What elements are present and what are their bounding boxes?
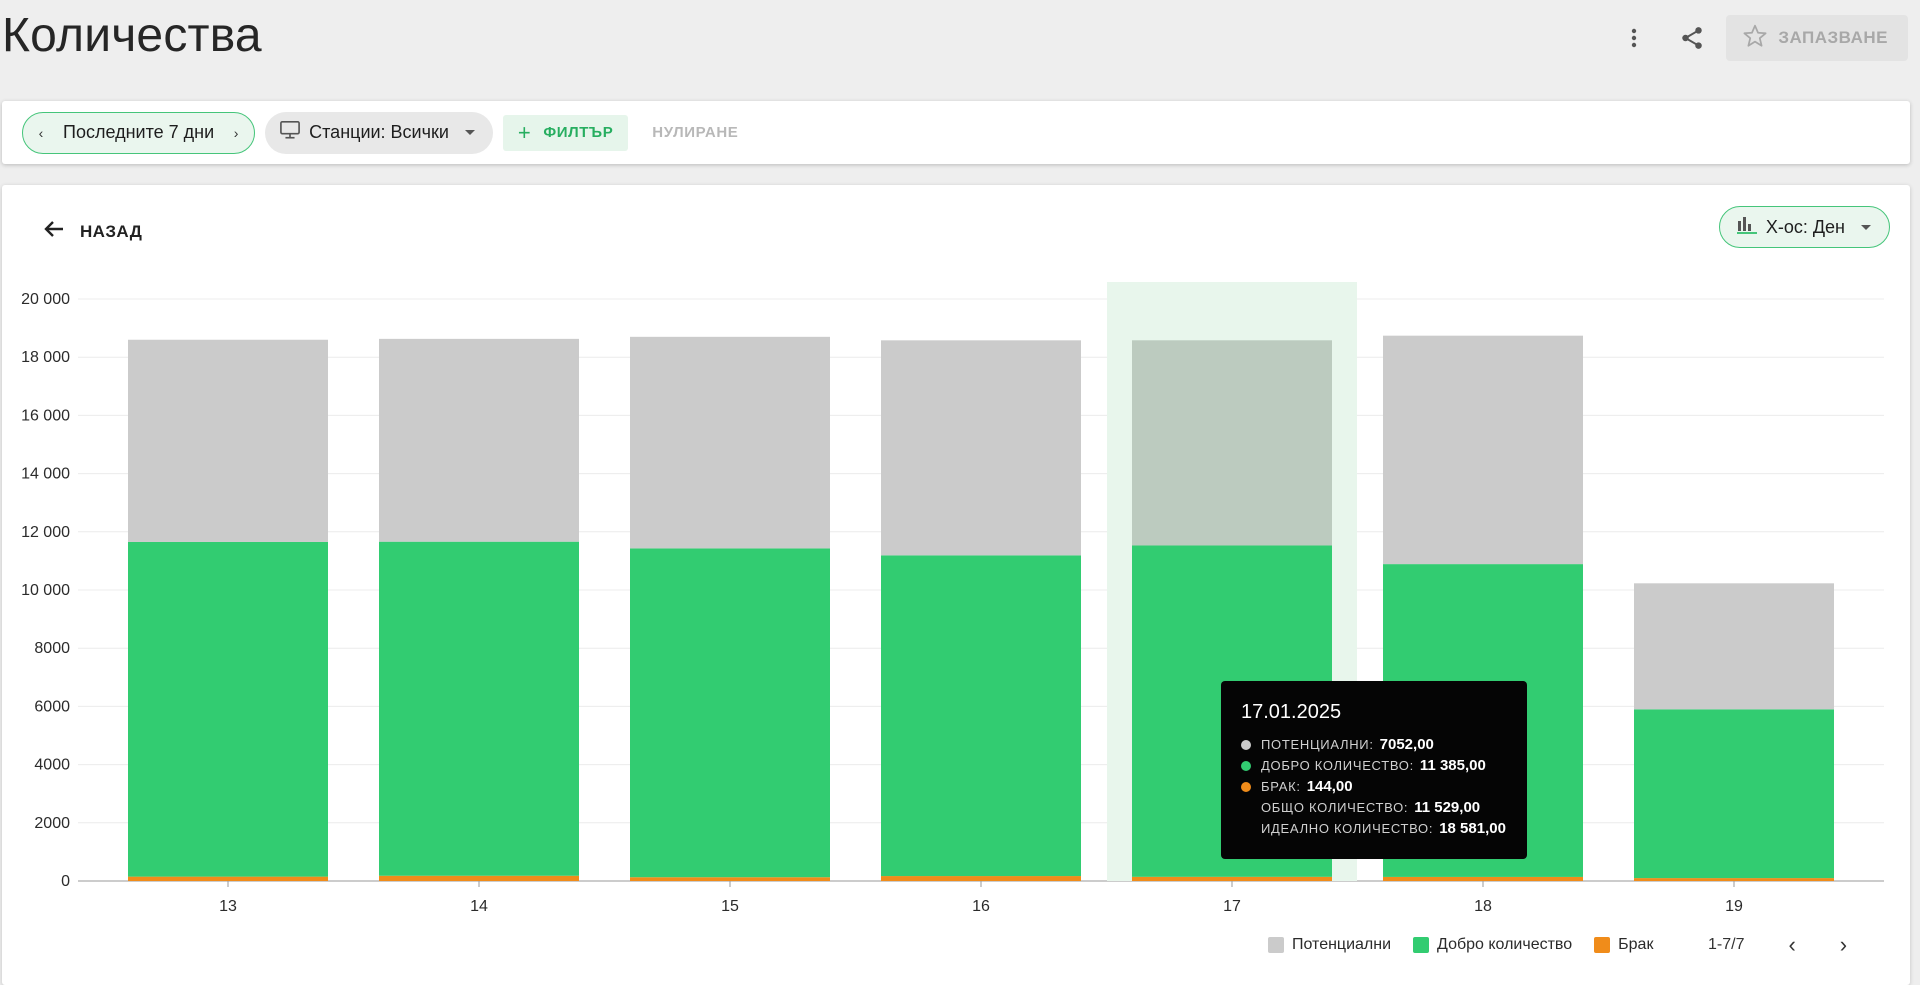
share-icon[interactable] (1668, 14, 1716, 62)
chevron-left-icon[interactable]: ‹ (38, 124, 44, 141)
filter-bar: ‹ Последните 7 дни › Станции: Всички + Ф… (2, 101, 1910, 164)
tooltip-value: 11 385,00 (1419, 757, 1486, 774)
bar-segment (128, 339, 328, 542)
y-tick-label: 16 000 (21, 407, 70, 424)
chevron-right-icon[interactable]: › (1839, 932, 1848, 957)
tooltip-row: ПОТЕНЦИАЛНИ: 7052,00 (1241, 734, 1507, 755)
legend-swatch (1268, 937, 1284, 953)
tooltip-label: ОБЩО КОЛИЧЕСТВО: (1261, 800, 1409, 815)
bar-segment (630, 336, 830, 549)
star-icon (1742, 23, 1768, 54)
bar-segment (128, 876, 328, 881)
chevron-right-icon[interactable]: › (233, 124, 239, 141)
stations-chip[interactable]: Станции: Всички (265, 111, 493, 154)
legend-item-potential[interactable]: Потенциални (1268, 936, 1391, 954)
x-tick-label: 18 (1474, 898, 1492, 915)
bar-segment (630, 877, 830, 881)
x-axis-selector[interactable]: X-ос: Ден (1718, 206, 1890, 248)
arrow-back-icon (42, 217, 66, 246)
tooltip-label: ДОБРО КОЛИЧЕСТВО: (1261, 758, 1414, 773)
chart-tooltip: 17.01.2025 ПОТЕНЦИАЛНИ: 7052,00 ДОБРО КОЛ… (1221, 681, 1527, 859)
y-tick-label: 2000 (34, 815, 70, 832)
tooltip-value: 144,00 (1306, 778, 1353, 795)
bar-segment (881, 876, 1081, 881)
add-filter-button[interactable]: + ФИЛТЪР (502, 114, 629, 151)
bar-chart-icon (1736, 215, 1758, 240)
x-tick-label: 16 (972, 898, 990, 915)
legend-label: Потенциални (1292, 936, 1392, 953)
x-tick-label: 17 (1223, 898, 1241, 915)
legend-pager: 1-7/7 ‹ › (1708, 932, 1848, 957)
top-actions: ЗАПАЗВАНЕ (1610, 14, 1908, 62)
bar-segment (1132, 876, 1332, 881)
filter-label: ФИЛТЪР (543, 124, 614, 141)
tooltip-dot (1241, 739, 1251, 750)
period-chip[interactable]: ‹ Последните 7 дни › (22, 111, 256, 154)
bar-segment (1383, 876, 1583, 881)
bar-segment (1634, 709, 1834, 879)
x-tick-label: 13 (219, 898, 237, 915)
tooltip-label: БРАК: (1261, 779, 1301, 794)
chart-legend: Потенциални Добро количество Брак (1268, 936, 1653, 954)
caret-down-icon (1861, 224, 1871, 230)
bar-segment (1383, 335, 1583, 565)
save-button[interactable]: ЗАПАЗВАНЕ (1726, 15, 1908, 61)
bar-segment (881, 340, 1081, 556)
tooltip-dot (1241, 760, 1251, 771)
save-label: ЗАПАЗВАНЕ (1778, 28, 1888, 47)
tooltip-label: ИДЕАЛНО КОЛИЧЕСТВО: (1261, 821, 1434, 836)
x-tick-label: 14 (470, 898, 488, 915)
tooltip-dot (1241, 781, 1251, 792)
bar-segment (379, 875, 579, 881)
y-tick-label: 20 000 (21, 291, 70, 308)
tooltip-title: 17.01.2025 (1241, 701, 1342, 723)
more-vert-icon[interactable] (1610, 14, 1658, 62)
legend-swatch (1413, 937, 1430, 953)
y-tick-label: 14 000 (21, 466, 70, 483)
bar-segment (1634, 583, 1834, 710)
y-tick-label: 12 000 (21, 524, 70, 541)
back-label: НАЗАД (80, 221, 143, 241)
legend-label: Брак (1618, 936, 1654, 953)
pager-label: 1-7/7 (1708, 936, 1745, 953)
y-tick-label: 10 000 (21, 582, 70, 599)
tooltip-row: ОБЩО КОЛИЧЕСТВО: 11 529,00 (1241, 797, 1507, 818)
tooltip-value: 7052,00 (1379, 736, 1434, 753)
x-tick-label: 15 (721, 898, 739, 915)
tooltip-label: ПОТЕНЦИАЛНИ: (1261, 737, 1374, 752)
period-label: Последните 7 дни (63, 122, 215, 142)
y-tick-label: 6000 (34, 698, 70, 715)
stations-label: Станции: Всички (309, 122, 449, 142)
bar-segment (128, 541, 328, 877)
caret-down-icon (464, 130, 475, 135)
legend-label: Добро количество (1437, 936, 1573, 953)
chevron-left-icon[interactable]: ‹ (1788, 932, 1796, 957)
tooltip-row: ИДЕАЛНО КОЛИЧЕСТВО: 18 581,00 (1241, 818, 1507, 839)
y-tick-label: 18 000 (21, 349, 70, 366)
legend-swatch (1594, 937, 1611, 953)
bar-segment (881, 555, 1081, 877)
y-tick-label: 4000 (34, 757, 70, 774)
tooltip-value: 11 529,00 (1414, 799, 1481, 816)
tooltip-value: 18 581,00 (1439, 820, 1506, 837)
bar-segment (1634, 878, 1834, 881)
bar-segment (379, 541, 579, 876)
reset-button[interactable]: НУЛИРАНЕ (652, 124, 739, 141)
x-tick-label: 19 (1725, 898, 1743, 915)
y-tick-label: 8000 (34, 640, 70, 657)
x-axis-label: X-ос: Ден (1765, 216, 1845, 237)
back-button[interactable]: НАЗАД (42, 217, 142, 246)
legend-item-scrap[interactable]: Брак (1594, 936, 1653, 954)
tooltip-row: ДОБРО КОЛИЧЕСТВО: 11 385,00 (1241, 755, 1507, 776)
bar-segment (379, 338, 579, 542)
y-tick-label: 0 (61, 873, 70, 890)
tooltip-row: БРАК: 144,00 (1241, 776, 1507, 797)
bar-segment (630, 548, 830, 878)
bar-segment (1132, 340, 1332, 546)
plus-icon: + (517, 119, 532, 145)
page-title: Количества (2, 9, 262, 62)
legend-item-good[interactable]: Добро количество (1413, 936, 1572, 954)
monitor-icon (279, 120, 301, 145)
